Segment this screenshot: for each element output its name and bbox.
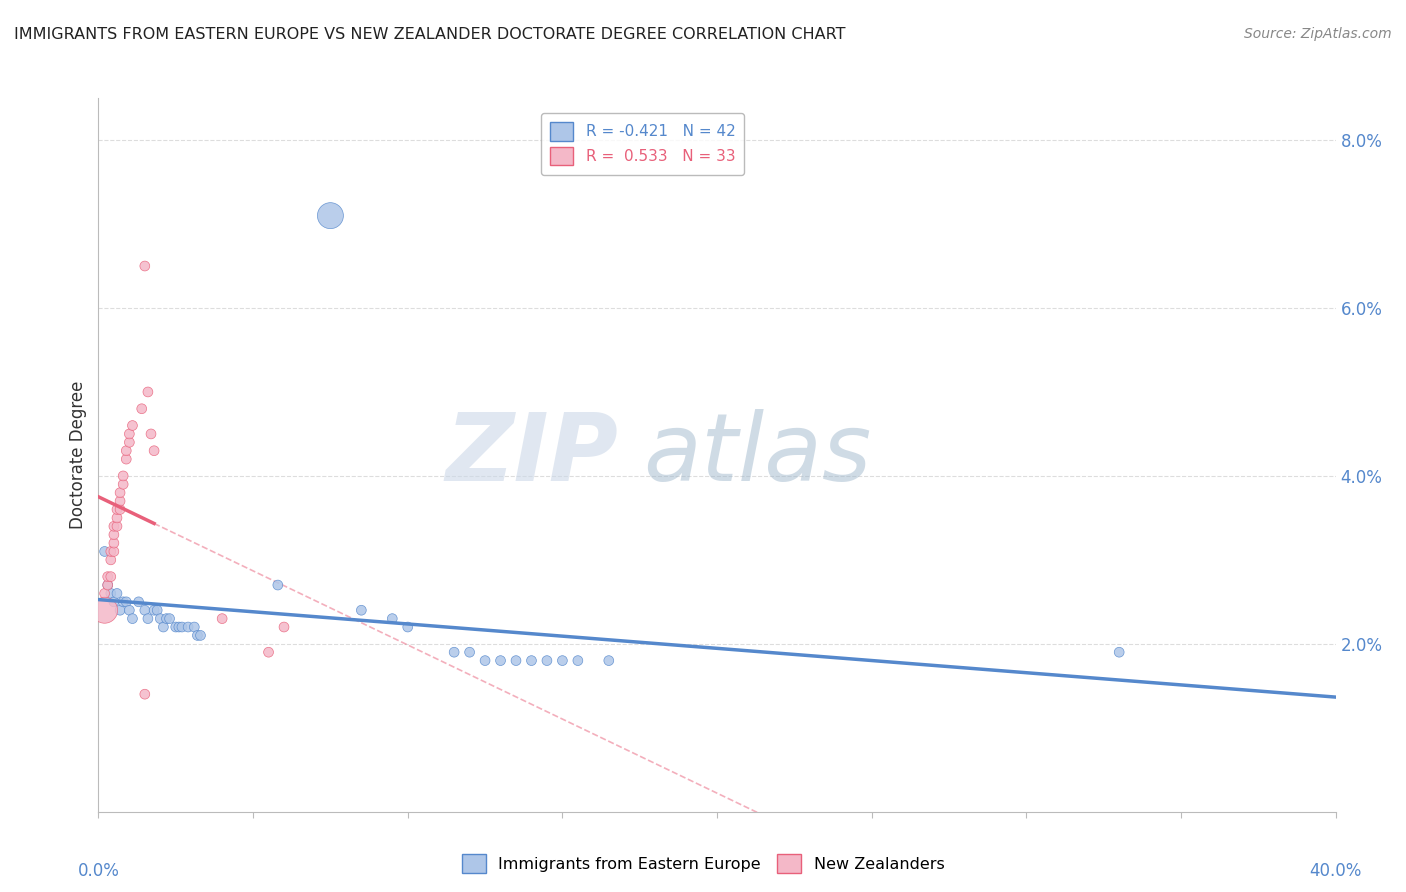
Point xyxy=(103,519,125,533)
Point xyxy=(121,612,143,626)
Point xyxy=(103,536,125,550)
Point xyxy=(103,595,125,609)
Point xyxy=(128,595,150,609)
Point xyxy=(112,595,135,609)
Point xyxy=(170,620,193,634)
Point xyxy=(143,443,166,458)
Point xyxy=(319,209,342,223)
Point xyxy=(136,612,159,626)
Point xyxy=(115,443,138,458)
Point xyxy=(134,603,156,617)
Point xyxy=(118,426,141,441)
Point xyxy=(177,620,200,634)
Point xyxy=(118,603,141,617)
Point xyxy=(105,586,128,600)
Point xyxy=(136,384,159,399)
Point xyxy=(115,452,138,467)
Text: 40.0%: 40.0% xyxy=(1309,862,1362,880)
Point xyxy=(93,603,115,617)
Point xyxy=(186,628,208,642)
Point xyxy=(443,645,465,659)
Point xyxy=(112,477,135,491)
Point xyxy=(551,654,574,668)
Point xyxy=(149,612,172,626)
Point xyxy=(146,603,169,617)
Point xyxy=(458,645,481,659)
Point xyxy=(103,527,125,541)
Point xyxy=(350,603,373,617)
Point xyxy=(155,612,177,626)
Point xyxy=(100,544,122,558)
Point xyxy=(115,595,138,609)
Point xyxy=(93,544,115,558)
Text: atlas: atlas xyxy=(643,409,872,500)
Point xyxy=(134,687,156,701)
Point xyxy=(139,426,162,441)
Point xyxy=(190,628,212,642)
Point xyxy=(152,620,174,634)
Point xyxy=(105,502,128,516)
Point xyxy=(108,603,131,617)
Point xyxy=(93,586,115,600)
Point xyxy=(103,544,125,558)
Point xyxy=(159,612,181,626)
Y-axis label: Doctorate Degree: Doctorate Degree xyxy=(69,381,87,529)
Point xyxy=(100,569,122,583)
Point xyxy=(105,519,128,533)
Point xyxy=(267,578,290,592)
Text: Source: ZipAtlas.com: Source: ZipAtlas.com xyxy=(1244,27,1392,41)
Text: IMMIGRANTS FROM EASTERN EUROPE VS NEW ZEALANDER DOCTORATE DEGREE CORRELATION CHA: IMMIGRANTS FROM EASTERN EUROPE VS NEW ZE… xyxy=(14,27,845,42)
Point xyxy=(143,603,166,617)
Point xyxy=(131,401,153,416)
Point xyxy=(567,654,589,668)
Legend: R = -0.421   N = 42, R =  0.533   N = 33: R = -0.421 N = 42, R = 0.533 N = 33 xyxy=(541,113,744,175)
Point xyxy=(598,654,620,668)
Point xyxy=(257,645,280,659)
Point xyxy=(273,620,295,634)
Point xyxy=(100,586,122,600)
Text: ZIP: ZIP xyxy=(446,409,619,501)
Point xyxy=(167,620,190,634)
Point xyxy=(108,485,131,500)
Point xyxy=(489,654,512,668)
Point xyxy=(396,620,419,634)
Legend: Immigrants from Eastern Europe, New Zealanders: Immigrants from Eastern Europe, New Zeal… xyxy=(456,847,950,880)
Point xyxy=(108,502,131,516)
Point xyxy=(108,494,131,508)
Point xyxy=(112,469,135,483)
Point xyxy=(381,612,404,626)
Point xyxy=(100,553,122,567)
Point xyxy=(105,511,128,525)
Point xyxy=(1108,645,1130,659)
Point xyxy=(536,654,558,668)
Point xyxy=(165,620,187,634)
Point xyxy=(97,578,120,592)
Text: 0.0%: 0.0% xyxy=(77,862,120,880)
Point xyxy=(520,654,543,668)
Point xyxy=(97,569,120,583)
Point xyxy=(134,259,156,273)
Point xyxy=(97,578,120,592)
Point xyxy=(183,620,205,634)
Point xyxy=(474,654,496,668)
Point xyxy=(121,418,143,433)
Point xyxy=(118,435,141,450)
Point xyxy=(211,612,233,626)
Point xyxy=(505,654,527,668)
